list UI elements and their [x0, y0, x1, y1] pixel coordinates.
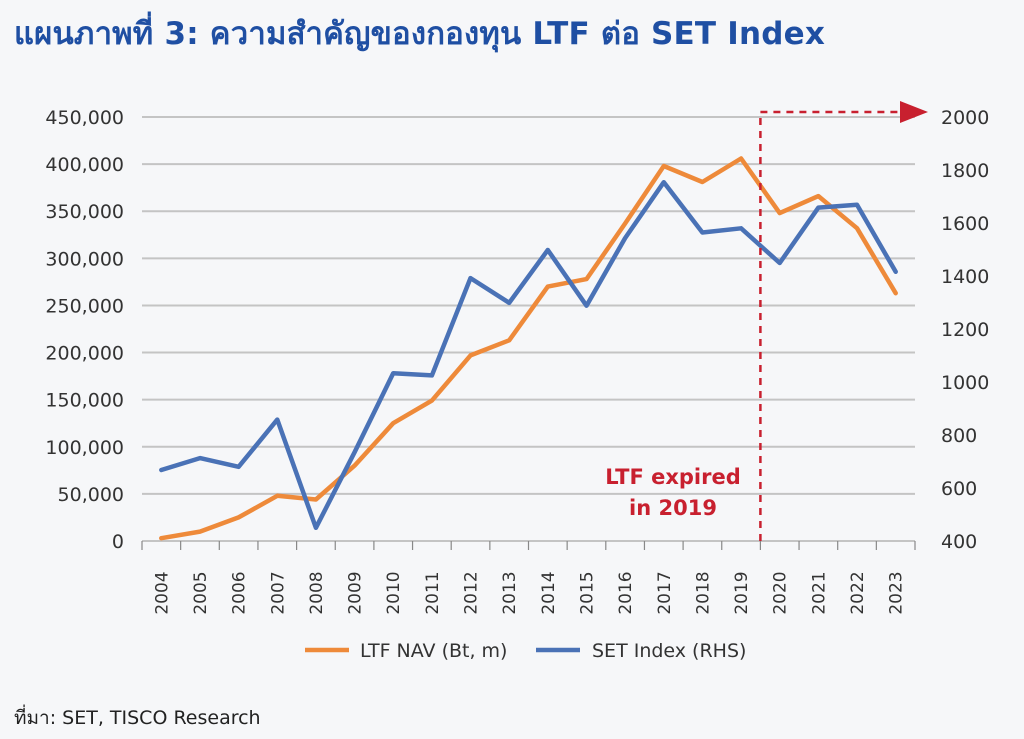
y-right-tick-label: 1600 — [941, 213, 989, 235]
x-tick-label: 2006 — [230, 571, 250, 614]
x-tick-label: 2009 — [346, 571, 366, 614]
x-axis: 2004 2005 2006 2007 2008 2009 2010 2011 2012 2013… — [141, 541, 916, 615]
x-tick-label: 2007 — [268, 571, 288, 614]
y-right-tick-label: 1400 — [941, 266, 989, 288]
x-tick-label: 2010 — [384, 571, 404, 614]
x-tick-label: 2012 — [462, 571, 482, 614]
x-tick-label: 2005 — [191, 571, 211, 614]
legend-label-ltf-nav: LTF NAV (Bt, m) — [360, 640, 507, 662]
left-axis: 0 50,000 100,000 150,000 200,000 250,000 300,0… — [45, 107, 124, 553]
x-tick-label: 2011 — [423, 571, 443, 614]
y-left-tick-label: 400,000 — [45, 154, 124, 176]
chart: 0 50,000 100,000 150,000 200,000 250,000 300,0… — [45, 101, 989, 662]
grid — [142, 116, 915, 542]
annotation-text-line: LTF expired — [605, 465, 741, 489]
y-left-tick-label: 300,000 — [45, 248, 124, 270]
arrow-icon — [900, 101, 928, 123]
y-right-tick-label: 1200 — [941, 319, 989, 341]
x-tick-label: 2014 — [539, 571, 559, 614]
x-tick-label: 2015 — [577, 571, 597, 614]
x-tick-label: 2023 — [887, 571, 907, 614]
y-left-tick-label: 450,000 — [45, 107, 124, 129]
source-note: ที่มา: SET, TISCO Research — [14, 707, 261, 729]
y-right-tick-label: 1800 — [941, 160, 989, 182]
y-right-tick-label: 400 — [941, 531, 977, 553]
x-tick-label: 2020 — [771, 571, 791, 614]
y-left-tick-label: 200,000 — [45, 343, 124, 365]
x-tick-label: 2018 — [693, 571, 713, 614]
y-right-tick-label: 1000 — [941, 372, 989, 394]
y-left-tick-label: 350,000 — [45, 201, 124, 223]
series-layer — [159, 156, 898, 541]
x-tick-label: 2008 — [307, 571, 327, 614]
x-tick-label: 2013 — [500, 571, 520, 614]
set-index-line — [159, 179, 898, 531]
x-tick-label: 2019 — [732, 571, 752, 614]
right-axis: 400 600 800 1000 1200 1400 1600 1800 2000 — [941, 107, 989, 553]
y-right-tick-label: 800 — [941, 425, 977, 447]
x-tick-label: 2021 — [809, 571, 829, 614]
legend: LTF NAV (Bt, m) SET Index (RHS) — [305, 640, 746, 662]
y-left-tick-label: 50,000 — [58, 484, 124, 506]
annotation: LTF expired in 2019 — [605, 101, 928, 541]
y-left-tick-label: 150,000 — [45, 390, 124, 412]
y-right-tick-label: 2000 — [941, 107, 989, 129]
y-left-tick-label: 100,000 — [45, 437, 124, 459]
ltf-nav-line — [159, 156, 898, 541]
y-left-tick-label: 0 — [112, 531, 124, 553]
x-tick-label: 2022 — [848, 571, 868, 614]
legend-label-set-index: SET Index (RHS) — [592, 640, 746, 662]
chart-title: แผนภาพที่ 3: ความสำคัญของกองทุน LTF ต่อ … — [14, 16, 826, 52]
y-left-tick-label: 250,000 — [45, 295, 124, 317]
x-tick-label: 2017 — [655, 571, 675, 614]
x-tick-label: 2004 — [152, 571, 172, 614]
annotation-text-line: in 2019 — [629, 496, 717, 520]
y-right-tick-label: 600 — [941, 478, 977, 500]
x-tick-label: 2016 — [616, 571, 636, 614]
